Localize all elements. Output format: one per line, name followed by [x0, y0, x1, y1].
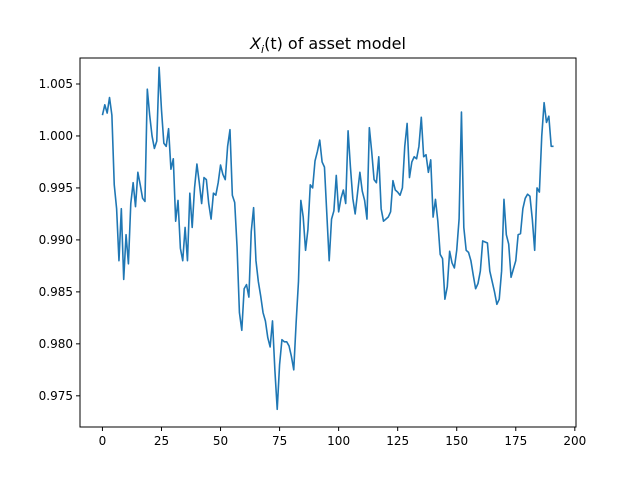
x-tick-label: 75: [272, 434, 287, 448]
y-tick-label: 1.000: [39, 129, 73, 143]
y-tick-label: 1.005: [39, 77, 73, 91]
chart-title-subscript: i: [261, 43, 264, 56]
x-tick-label: 175: [504, 434, 527, 448]
x-tick-label: 200: [563, 434, 586, 448]
x-tick-label: 0: [99, 434, 107, 448]
y-axis: 0.975 0.980 0.985 0.990 0.995 1.000 1.005: [39, 77, 80, 403]
x-axis: 0 25 50 75 100 125 150 175 200: [99, 427, 586, 448]
x-tick-label: 100: [327, 434, 350, 448]
y-tick-label: 0.990: [39, 233, 73, 247]
axes-frame: [79, 57, 577, 428]
series-line: [101, 66, 554, 411]
chart-title-suffix: (t) of asset model: [264, 34, 406, 53]
y-tick-label: 0.985: [39, 285, 73, 299]
x-tick-label: 25: [154, 434, 169, 448]
chart-title: Xi(t) of asset model: [249, 34, 406, 56]
y-tick-label: 0.995: [39, 181, 73, 195]
x-tick-label: 50: [213, 434, 228, 448]
plot-area: [101, 66, 554, 411]
x-tick-label: 150: [445, 434, 468, 448]
y-tick-label: 0.980: [39, 337, 73, 351]
chart-title-variable: X: [249, 34, 262, 53]
x-tick-label: 125: [386, 434, 409, 448]
y-tick-label: 0.975: [39, 389, 73, 403]
